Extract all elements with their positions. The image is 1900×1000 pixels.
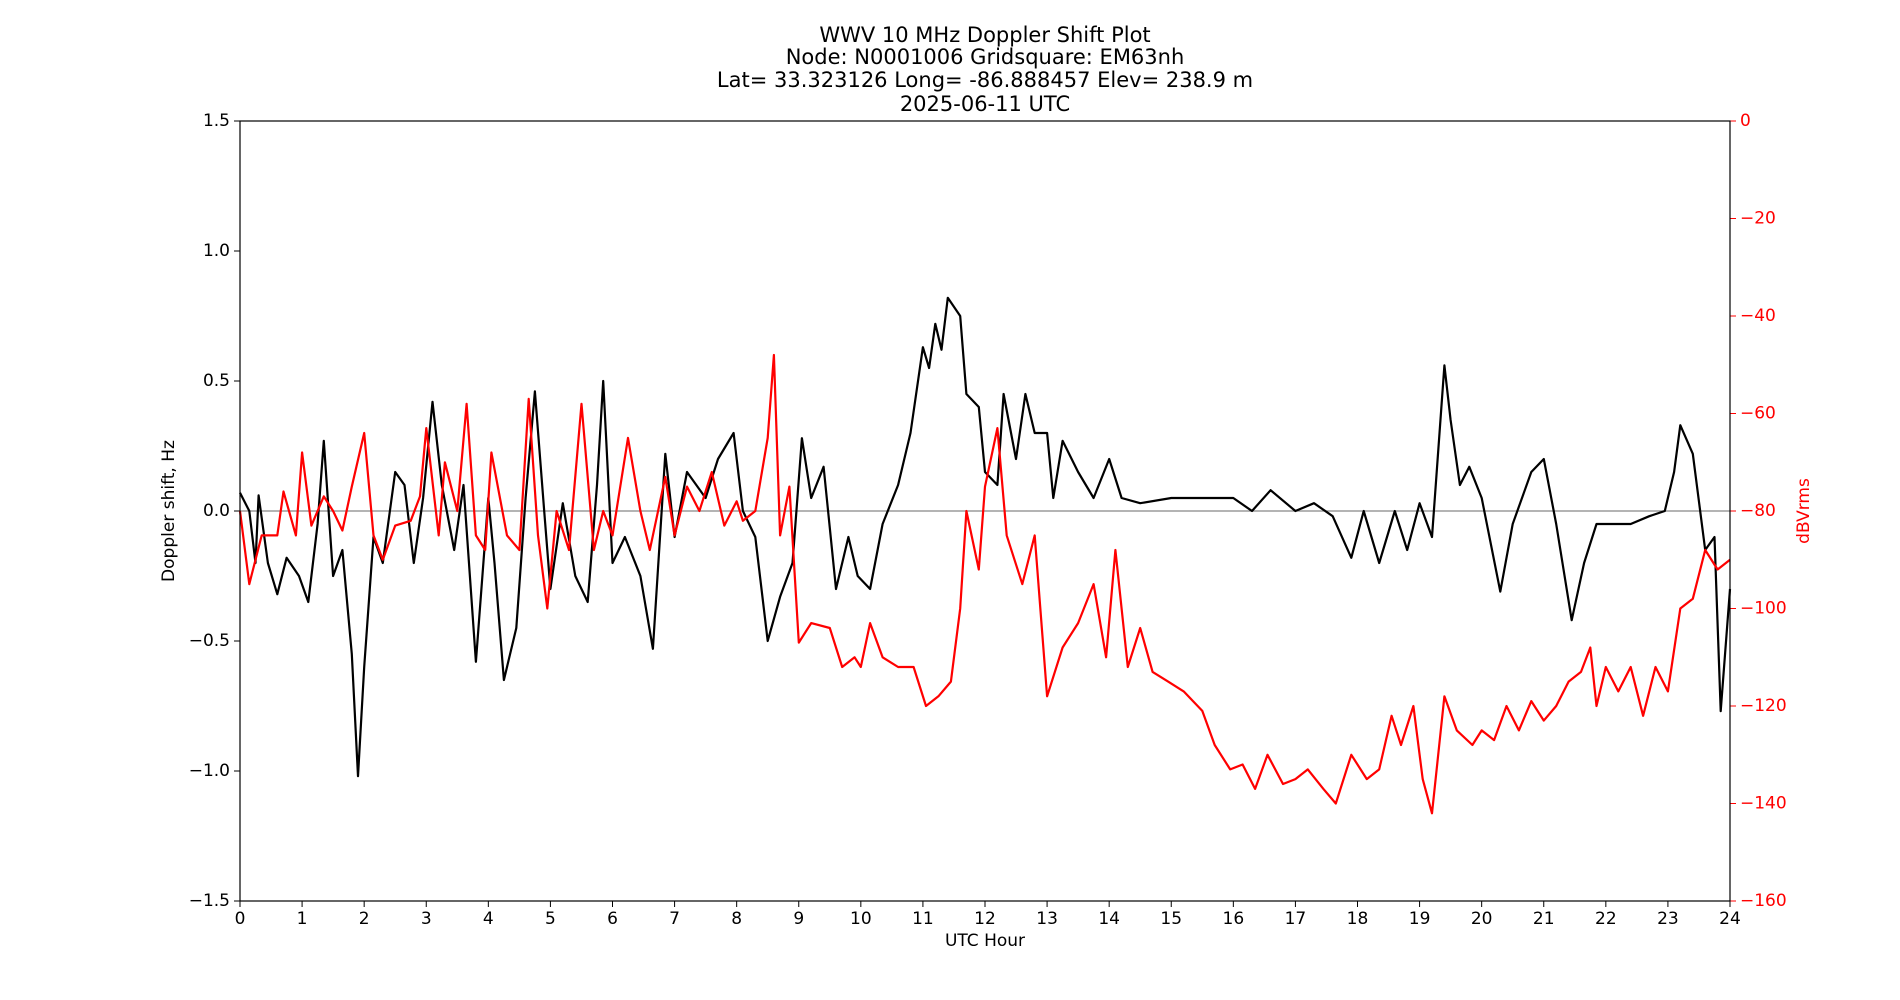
x-tick-label: 21	[1533, 909, 1555, 929]
chart-title: Node: N0001006 Gridsquare: EM63nh	[786, 45, 1185, 69]
x-tick-label: 0	[235, 909, 246, 929]
y2-tick-label: −160	[1740, 891, 1787, 911]
x-tick-label: 11	[912, 909, 934, 929]
x-tick-label: 12	[974, 909, 996, 929]
x-tick-label: 3	[421, 909, 432, 929]
y-axis-label: Doppler shift, Hz	[159, 440, 179, 582]
x-tick-label: 6	[607, 909, 618, 929]
y-tick-label: 1.5	[203, 111, 230, 131]
x-tick-label: 16	[1223, 909, 1245, 929]
x-tick-label: 24	[1719, 909, 1741, 929]
x-tick-label: 9	[793, 909, 804, 929]
y2-tick-label: 0	[1740, 111, 1751, 131]
x-tick-label: 4	[483, 909, 494, 929]
y2-tick-label: −100	[1740, 599, 1787, 619]
y-tick-label: −1.5	[189, 891, 230, 911]
x-tick-label: 5	[545, 909, 556, 929]
chart-title: WWV 10 MHz Doppler Shift Plot	[819, 23, 1150, 47]
plot-frame	[239, 120, 1731, 902]
x-tick-label: 18	[1347, 909, 1369, 929]
x-tick-label: 22	[1595, 909, 1617, 929]
y-tick-label: −0.5	[189, 631, 230, 651]
data-line	[238, 353, 1731, 815]
x-tick-label: 13	[1036, 909, 1058, 929]
y2-axis-label: dBVrms	[1794, 478, 1814, 544]
y2-tick-label: −40	[1740, 306, 1776, 326]
x-tick-label: 10	[850, 909, 872, 929]
x-tick-label: 19	[1409, 909, 1431, 929]
x-tick-label: 23	[1657, 909, 1679, 929]
x-tick-label: 7	[669, 909, 680, 929]
y-tick-label: 0.5	[203, 371, 230, 391]
x-tick-label: 17	[1285, 909, 1307, 929]
y2-tick-label: −140	[1740, 794, 1787, 814]
x-tick-label: 1	[297, 909, 308, 929]
x-tick-label: 15	[1160, 909, 1182, 929]
x-tick-label: 2	[359, 909, 370, 929]
y2-tick-label: −20	[1740, 209, 1776, 229]
y-tick-label: −1.0	[189, 761, 230, 781]
x-tick-label: 20	[1471, 909, 1493, 929]
data-line	[239, 296, 1732, 778]
y2-tick-label: −120	[1740, 696, 1787, 716]
chart-title: Lat= 33.323126 Long= -86.888457 Elev= 23…	[717, 68, 1253, 92]
y2-tick-label: −80	[1740, 501, 1776, 521]
y2-tick-label: −60	[1740, 404, 1776, 424]
y-tick-label: 1.0	[203, 241, 230, 261]
y-tick-label: 0.0	[203, 501, 230, 521]
chart-title: 2025-06-11 UTC	[900, 92, 1070, 116]
x-tick-label: 8	[731, 909, 742, 929]
x-tick-label: 14	[1098, 909, 1120, 929]
x-axis-label: UTC Hour	[945, 931, 1025, 951]
